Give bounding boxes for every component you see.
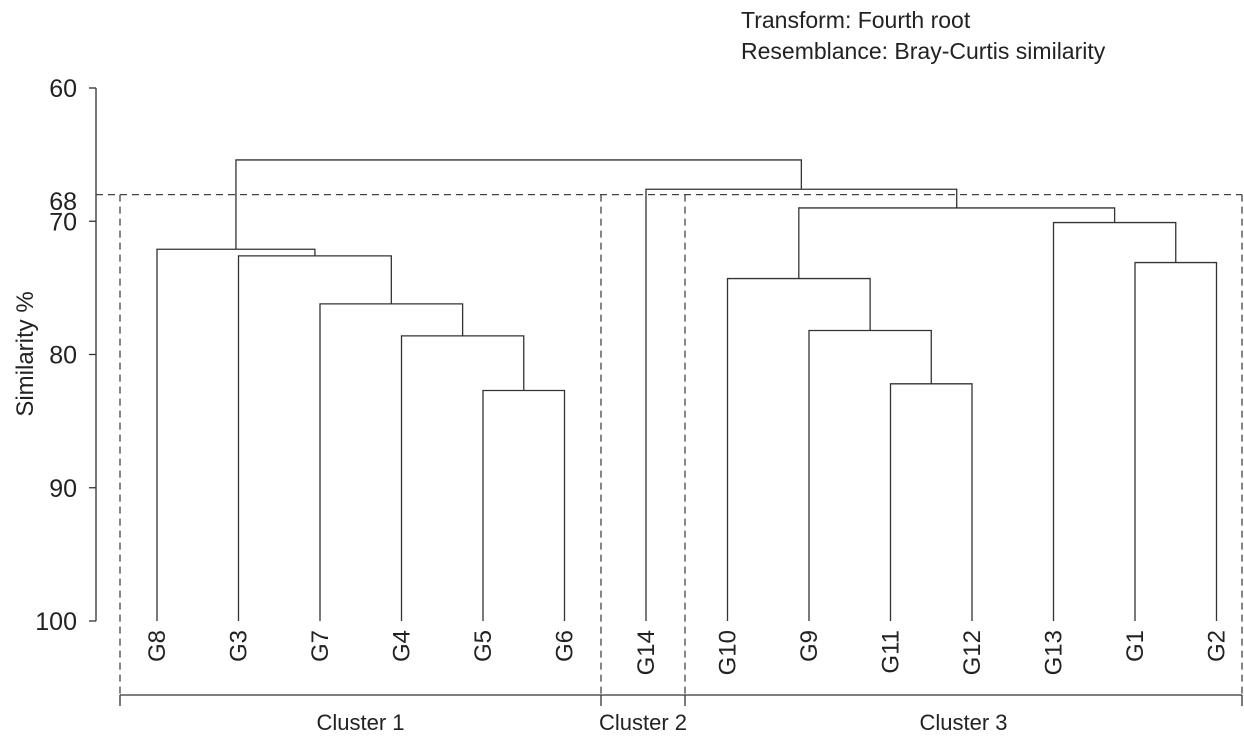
- leaf-label: G5: [470, 630, 497, 662]
- cluster-label: Cluster 3: [919, 710, 1007, 735]
- dendrogram-link: [482, 389, 566, 621]
- leaf-label: G10: [715, 630, 742, 675]
- leaf-label: G13: [1041, 630, 1068, 675]
- leaf-label: G3: [226, 630, 253, 662]
- dendrogram-link: [798, 207, 1116, 279]
- dendrogram-link: [1052, 221, 1177, 621]
- annotation-line-2: Resemblance: Bray-Curtis similarity: [741, 38, 1106, 64]
- dendrogram-link: [1134, 261, 1218, 621]
- leaf-label: G2: [1204, 630, 1231, 662]
- y-tick-label: 100: [35, 608, 77, 636]
- y-axis-title: Similarity %: [12, 291, 39, 416]
- cluster-label: Cluster 2: [599, 710, 687, 735]
- y-axis: 60 70 80 90 100: [35, 75, 97, 636]
- dendrogram-link: [319, 303, 464, 621]
- leaf-label: G7: [307, 630, 334, 662]
- dendrogram-link: [235, 159, 803, 250]
- leaf-label: G4: [389, 630, 416, 662]
- dendrogram-tree: [156, 159, 1218, 621]
- leaf-label: G8: [144, 630, 171, 662]
- y-tick-label: 70: [49, 208, 77, 236]
- leaf-label: G11: [878, 630, 905, 674]
- leaf-label: G6: [552, 630, 579, 662]
- annotation-line-1: Transform: Fourth root: [741, 7, 971, 33]
- leaf-label: G14: [633, 630, 660, 675]
- cluster-label: Cluster 1: [316, 710, 404, 735]
- dendrogram-link: [156, 248, 316, 621]
- y-tick-label: 80: [49, 342, 77, 370]
- dendrogram-link: [237, 255, 392, 621]
- leaf-labels: G8 G3 G7 G4 G5 G6 G14 G10 G9 G11 G12 G13 G1 G2: [144, 630, 1231, 675]
- y-tick-label: 60: [49, 75, 77, 103]
- leaf-label: G1: [1122, 630, 1149, 662]
- y-tick-label: 90: [49, 475, 77, 503]
- leaf-label: G12: [959, 630, 986, 675]
- cluster-boxes: Cluster 1 Cluster 2 Cluster 3: [96, 193, 1243, 735]
- dendrogram-link: [400, 335, 525, 621]
- dendrogram-link: [808, 329, 932, 621]
- dendrogram-link: [889, 383, 973, 621]
- leaf-label: G9: [796, 630, 823, 662]
- threshold-label: 68: [49, 188, 77, 216]
- dendrogram-link: [645, 188, 958, 621]
